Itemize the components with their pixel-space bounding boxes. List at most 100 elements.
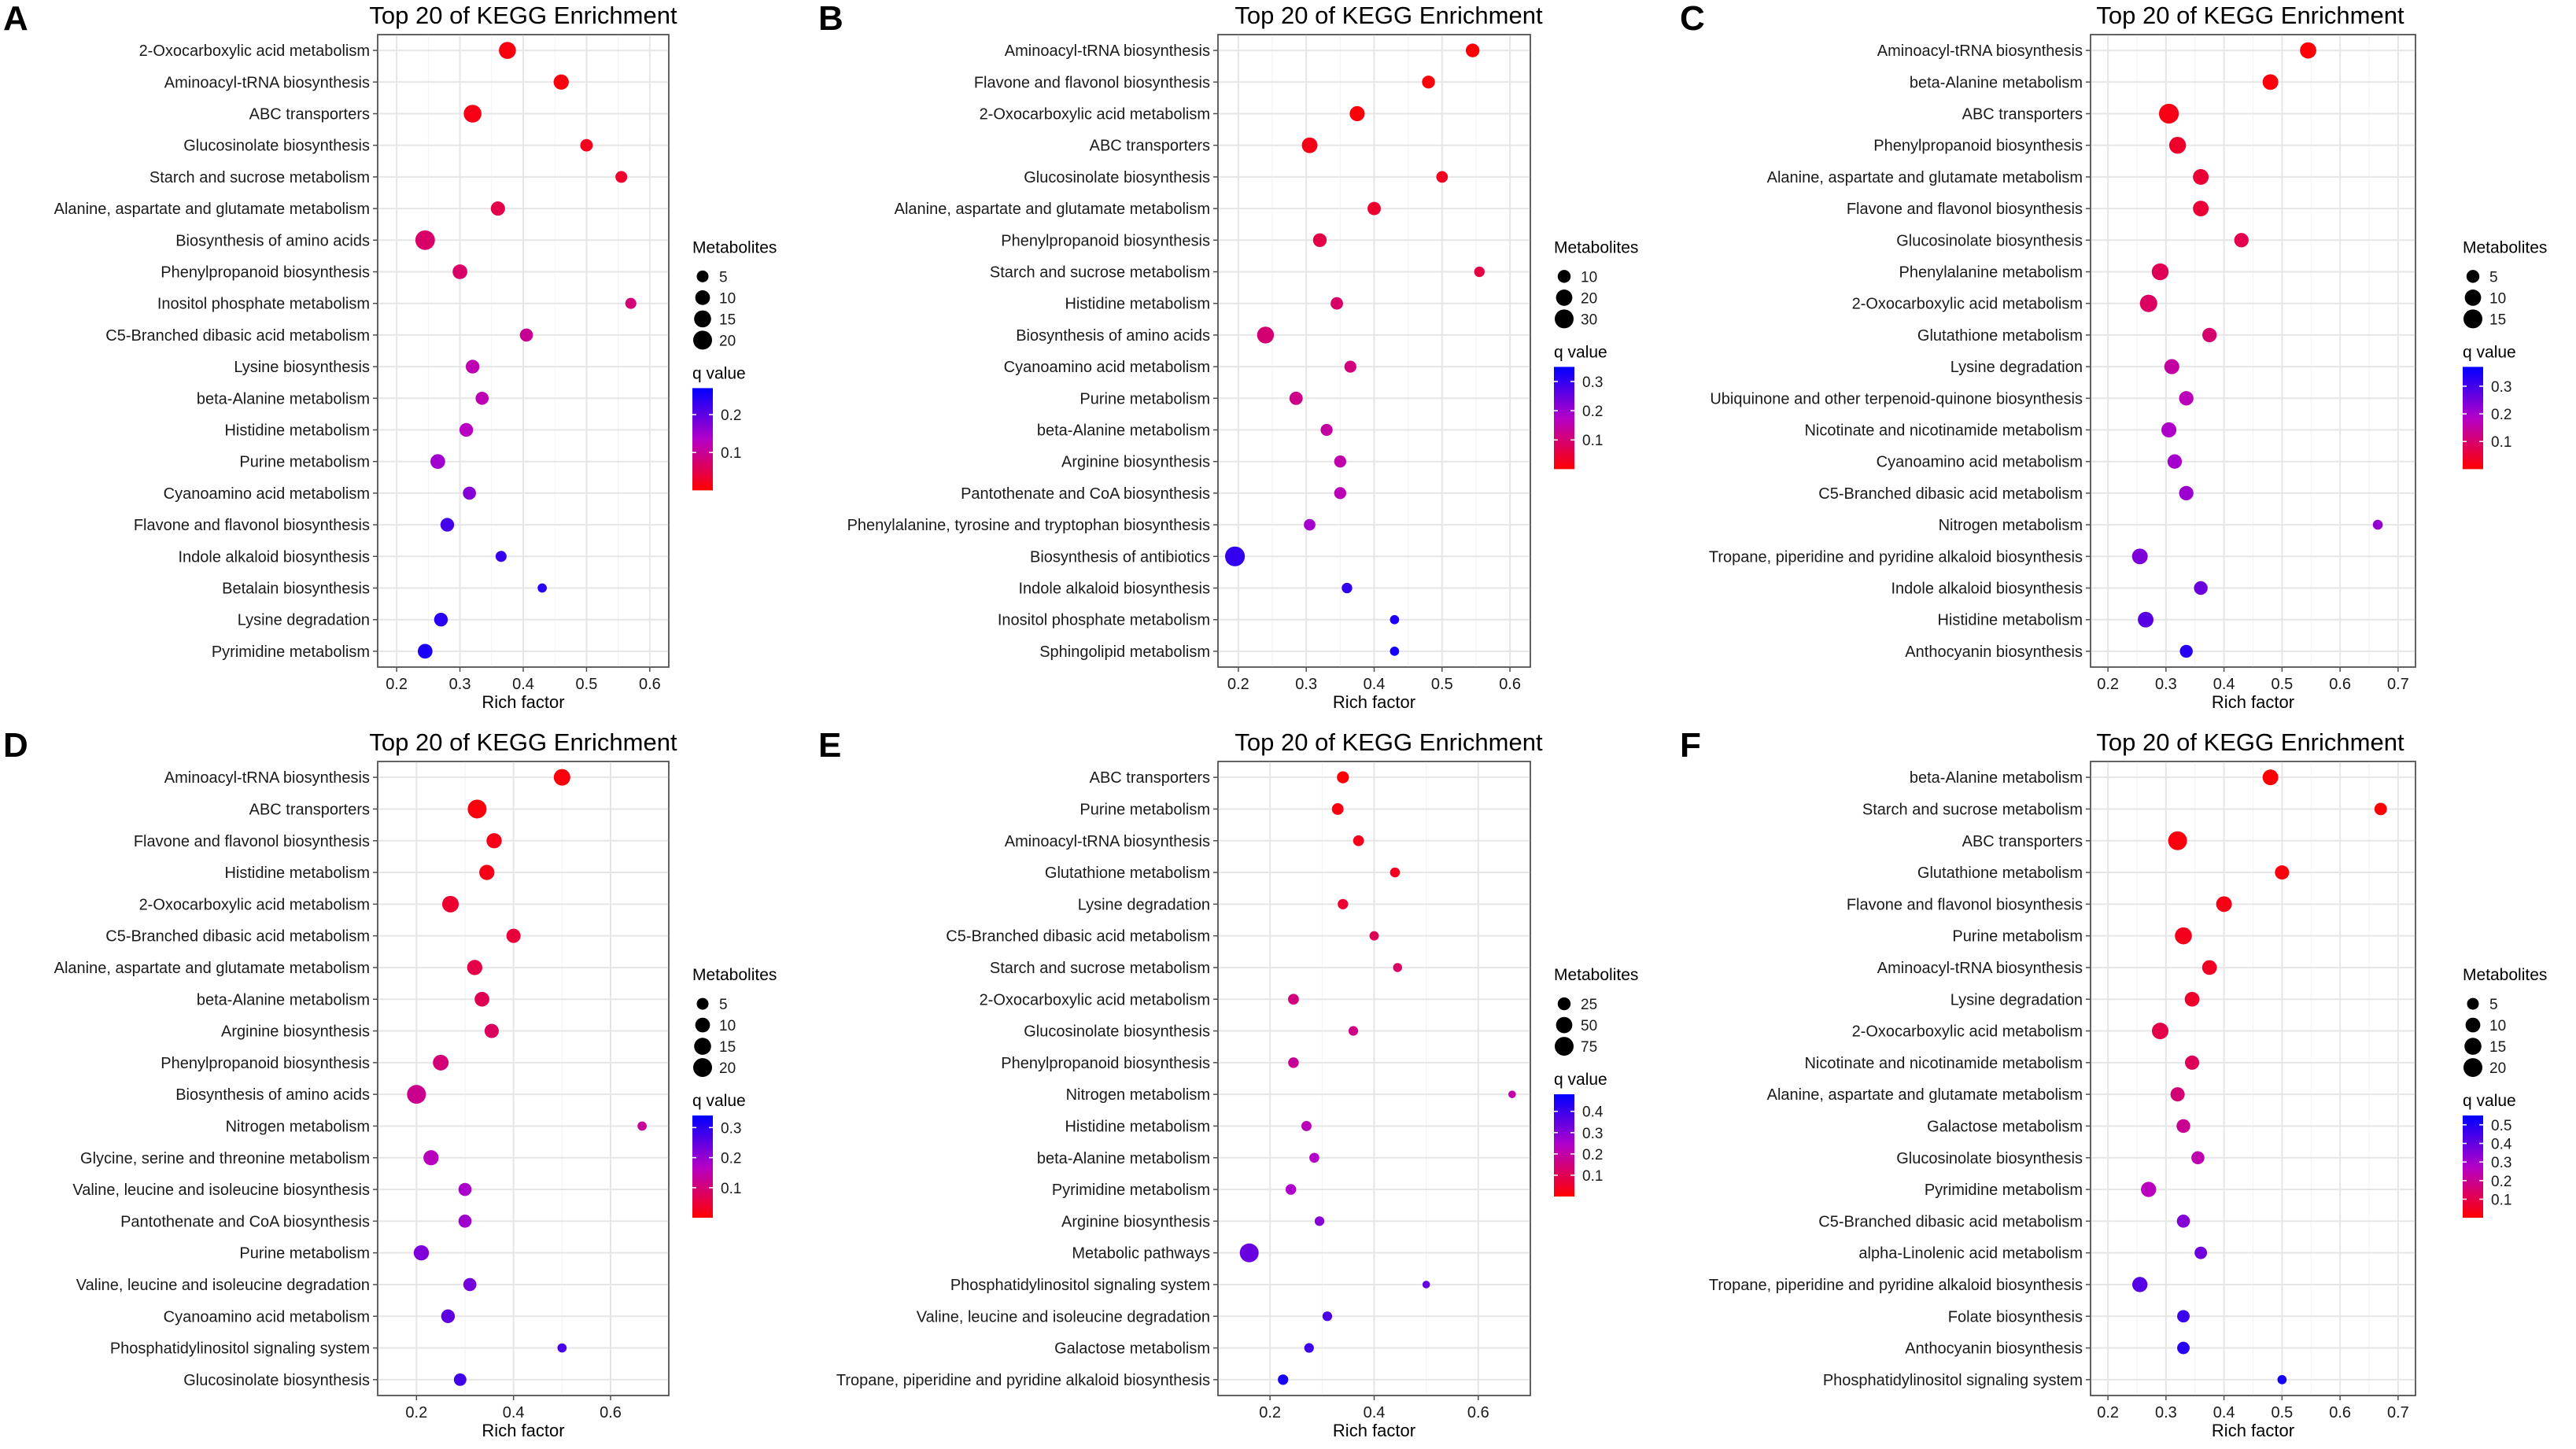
- data-point: [2374, 802, 2387, 816]
- data-point: [1348, 1026, 1359, 1036]
- size-legend-key: [2463, 1058, 2482, 1078]
- category-label: Inositol phosphate metabolism: [157, 296, 370, 313]
- data-point: [440, 518, 455, 532]
- size-legend-label: 5: [2489, 997, 2498, 1013]
- category-label: C5-Branched dibasic acid metabolism: [1818, 1213, 2083, 1230]
- category-label: Tropane, piperidine and pyridine alkaloi…: [1709, 1277, 2083, 1294]
- category-label: Phenylpropanoid biosynthesis: [1873, 138, 2083, 155]
- color-tick-label: 0.4: [2491, 1137, 2512, 1153]
- data-point: [2170, 1087, 2185, 1102]
- size-legend-label: 5: [2489, 269, 2498, 286]
- size-legend-key: [1557, 997, 1571, 1011]
- category-label: Phenylalanine metabolism: [1899, 264, 2083, 282]
- size-legend-label: 10: [2489, 1018, 2506, 1034]
- data-point: [615, 171, 628, 183]
- size-legend-label: 10: [1581, 269, 1597, 286]
- category-label: Valine, leucine and isoleucine degradati…: [917, 1308, 1210, 1325]
- data-point: [417, 643, 433, 659]
- data-point: [434, 613, 448, 627]
- chart-title: Top 20 of KEGG Enrichment: [369, 2, 677, 29]
- data-point: [479, 865, 495, 880]
- category-label: Arginine biosynthesis: [1061, 454, 1210, 471]
- category-label: Phosphatidylinositol signaling system: [1823, 1372, 2083, 1389]
- data-point: [1278, 1374, 1289, 1385]
- color-tick-label: 0.3: [2491, 1155, 2511, 1171]
- data-point: [553, 769, 570, 786]
- category-label: ABC transporters: [249, 801, 370, 818]
- category-label: Glutathione metabolism: [1917, 865, 2083, 882]
- color-tick-label: 0.2: [2491, 1174, 2511, 1190]
- category-label: Aminoacyl-tRNA biosynthesis: [1877, 960, 2083, 977]
- size-legend: Metabolites 5 10 15 20: [692, 238, 777, 350]
- data-point: [415, 230, 435, 250]
- size-legend-key: [696, 997, 709, 1010]
- data-point: [413, 1244, 430, 1261]
- category-label: Inositol phosphate metabolism: [998, 612, 1210, 629]
- data-point: [1288, 994, 1299, 1005]
- category-label: Starch and sucrose metabolism: [990, 960, 1210, 977]
- x-tick-label: 0.2: [386, 676, 408, 693]
- data-points: [1224, 43, 1485, 656]
- data-point: [580, 138, 593, 152]
- category-label: ABC transporters: [249, 106, 370, 124]
- category-label: beta-Alanine metabolism: [1910, 74, 2083, 91]
- data-point: [1338, 898, 1349, 909]
- category-label: Nitrogen metabolism: [1066, 1086, 1210, 1104]
- category-label: Flavone and flavonol biosynthesis: [1847, 896, 2083, 913]
- data-point: [2216, 896, 2232, 913]
- color-tick-label: 0.2: [2491, 407, 2511, 423]
- data-point: [2151, 263, 2169, 281]
- size-legend-key: [1556, 1016, 1573, 1034]
- x-tick-label: 0.2: [1227, 676, 1249, 693]
- category-label: Purine metabolism: [1079, 801, 1210, 818]
- color-tick-label: 0.2: [1582, 1147, 1603, 1163]
- panel-letter: C: [1680, 0, 1705, 38]
- size-legend-key: [2464, 1038, 2482, 1055]
- chart-title: Top 20 of KEGG Enrichment: [1234, 728, 1543, 756]
- x-axis: 0.2 0.4 0.6 Rich factor: [1259, 1396, 1489, 1440]
- data-point: [2234, 233, 2249, 248]
- category-label: Glucosinolate biosynthesis: [1896, 232, 2083, 249]
- color-legend-title: q value: [692, 364, 746, 382]
- panel-letter: E: [818, 726, 841, 765]
- data-point: [474, 991, 489, 1007]
- x-axis: 0.2 0.4 0.6 Rich factor: [405, 1396, 622, 1440]
- data-point: [1389, 867, 1401, 878]
- size-legend-key: [2466, 270, 2480, 283]
- data-point: [625, 297, 637, 309]
- data-point: [2177, 1310, 2190, 1323]
- color-tick-label: 0.1: [2491, 434, 2511, 451]
- data-point: [465, 359, 480, 374]
- color-bar: [1554, 367, 1574, 470]
- category-label: Pyrimidine metabolism: [212, 643, 370, 661]
- y-axis-labels: Aminoacyl-tRNA biosynthesis Flavone and f…: [847, 42, 1218, 661]
- color-tick-label: 0.1: [721, 1181, 741, 1197]
- data-point: [1344, 360, 1356, 373]
- category-label: Sphingolipid metabolism: [1039, 643, 1210, 661]
- x-tick-label: 0.3: [1295, 676, 1317, 693]
- category-label: Flavone and flavonol biosynthesis: [974, 74, 1210, 91]
- x-tick-label: 0.7: [2387, 1404, 2409, 1421]
- data-points: [415, 42, 637, 659]
- size-legend-label: 50: [1581, 1018, 1597, 1034]
- x-tick-label: 0.6: [1467, 1404, 1489, 1421]
- plot-area: [377, 761, 670, 1396]
- color-bar: [1554, 1094, 1574, 1197]
- data-point: [537, 583, 547, 593]
- category-label: Pyrimidine metabolism: [1925, 1182, 2083, 1199]
- category-label: Pyrimidine metabolism: [1052, 1182, 1210, 1199]
- data-point: [463, 105, 482, 123]
- category-label: Glycine, serine and threonine metabolism: [80, 1150, 370, 1167]
- data-point: [1312, 233, 1327, 247]
- color-legend: q value 0.1 0.2 0.3 0.4: [1554, 1071, 1607, 1197]
- category-label: Glutathione metabolism: [1917, 327, 2083, 345]
- color-tick-label: 0.5: [2491, 1118, 2511, 1134]
- category-label: Aminoacyl-tRNA biosynthesis: [1877, 42, 2083, 60]
- category-label: Phenylpropanoid biosynthesis: [1001, 232, 1210, 249]
- data-point: [452, 264, 467, 279]
- data-point: [2193, 201, 2209, 217]
- x-tick-label: 0.4: [2213, 1404, 2235, 1421]
- x-tick-label: 0.5: [2271, 676, 2293, 693]
- size-legend-key: [2464, 289, 2482, 306]
